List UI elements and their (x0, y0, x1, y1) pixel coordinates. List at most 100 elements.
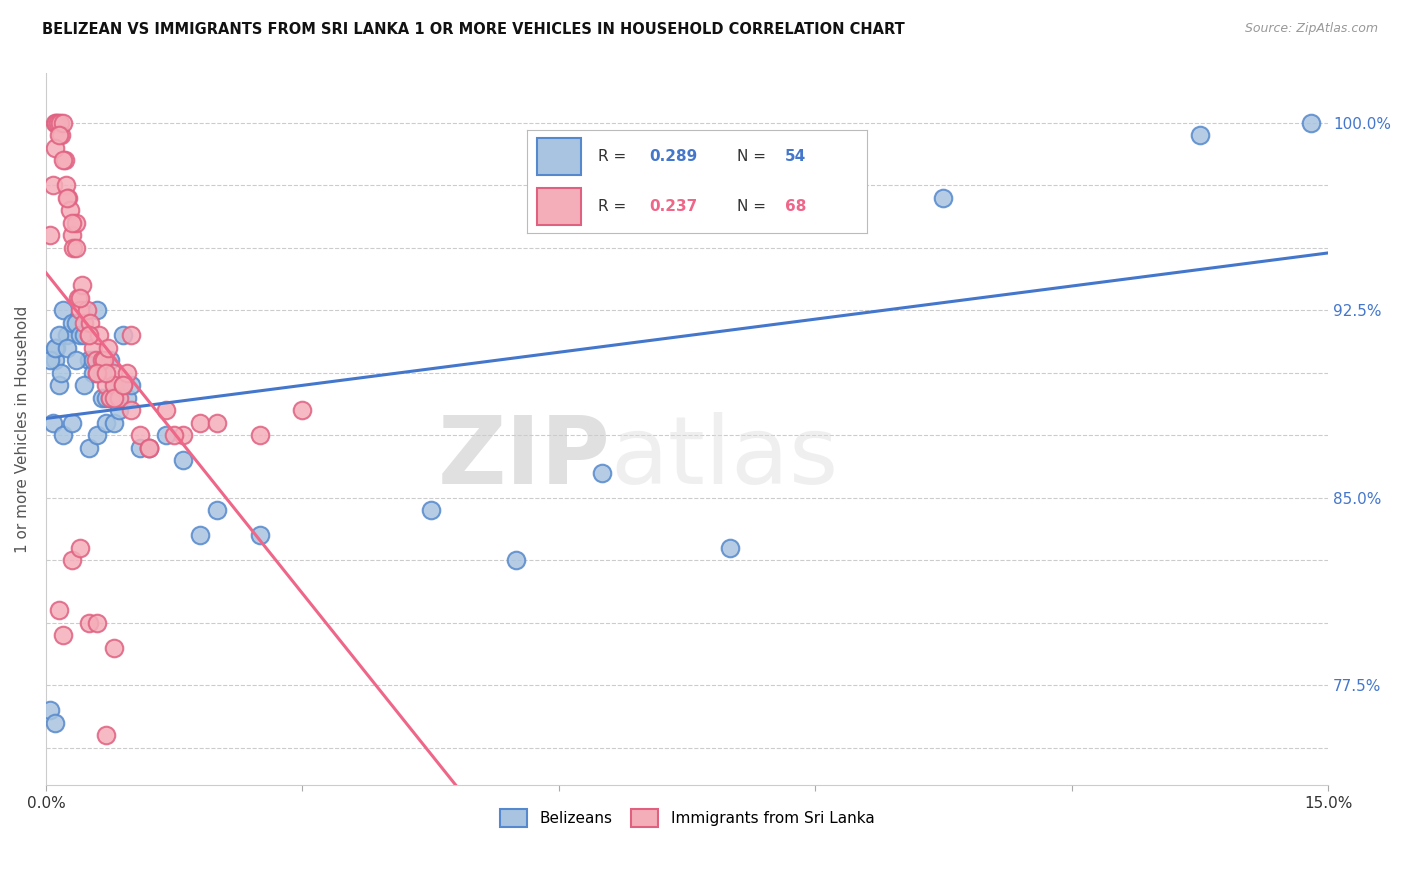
Point (249, 428, 271, 442)
Point (62, 241, 84, 255)
Point (163, 428, 186, 442)
Point (46, 116, 69, 130)
Point (505, 553, 527, 567)
Point (45, 341, 67, 355)
Point (591, 466, 613, 480)
Point (155, 403, 177, 417)
Point (86, 428, 108, 442)
Point (82, 341, 104, 355)
Point (56, 341, 79, 355)
Point (76, 303, 98, 318)
Point (96, 341, 118, 355)
Point (44, 715, 66, 730)
Point (249, 528, 271, 542)
Point (98, 353, 121, 368)
Point (52, 116, 75, 130)
Point (48, 603, 70, 617)
Point (188, 416, 211, 430)
Point (65, 216, 87, 230)
Point (42, 416, 65, 430)
Text: BELIZEAN VS IMMIGRANTS FROM SRI LANKA 1 OR MORE VEHICLES IN HOUSEHOLD CORRELATIO: BELIZEAN VS IMMIGRANTS FROM SRI LANKA 1 … (42, 22, 905, 37)
Point (59, 203, 82, 218)
Point (718, 541, 741, 555)
Point (188, 528, 211, 542)
Point (69, 303, 91, 318)
Point (45, 116, 67, 130)
Point (103, 416, 125, 430)
Point (107, 391, 129, 405)
Point (120, 328, 142, 343)
Point (94, 378, 117, 392)
Point (79, 316, 101, 330)
Point (70, 278, 93, 293)
Point (115, 391, 138, 405)
Point (60, 228, 83, 243)
Point (138, 441, 160, 455)
Point (48, 328, 70, 343)
Point (73, 316, 96, 330)
Point (60, 416, 83, 430)
Point (1188, 128, 1211, 143)
Point (56, 328, 79, 343)
Point (44, 141, 66, 155)
Point (111, 378, 134, 392)
Point (44, 353, 66, 368)
Point (56, 191, 79, 205)
Point (98, 391, 121, 405)
Point (60, 216, 83, 230)
Point (111, 328, 134, 343)
Point (42, 178, 65, 193)
Point (103, 391, 125, 405)
Point (90, 391, 112, 405)
Point (94, 416, 117, 430)
Point (69, 291, 91, 305)
Point (86, 303, 108, 318)
Point (73, 378, 96, 392)
Point (39, 228, 62, 243)
Point (77, 353, 100, 368)
Point (86, 615, 108, 630)
Point (77, 441, 100, 455)
Point (93, 353, 115, 368)
Y-axis label: 1 or more Vehicles in Household: 1 or more Vehicles in Household (15, 305, 30, 553)
Point (84, 353, 107, 368)
Point (90, 353, 112, 368)
Point (58, 191, 80, 205)
Point (419, 503, 441, 517)
Point (39, 703, 62, 717)
Point (86, 366, 108, 380)
Point (94, 391, 117, 405)
Point (138, 441, 160, 455)
Point (52, 303, 75, 318)
Point (77, 615, 100, 630)
Point (48, 128, 70, 143)
Point (55, 178, 77, 193)
Point (103, 378, 125, 392)
Point (115, 366, 138, 380)
Point (69, 541, 91, 555)
Point (111, 378, 134, 392)
Point (120, 378, 142, 392)
Point (172, 453, 194, 467)
Point (291, 403, 314, 417)
Legend: Belizeans, Immigrants from Sri Lanka: Belizeans, Immigrants from Sri Lanka (492, 802, 882, 834)
Point (94, 366, 117, 380)
Point (98, 391, 121, 405)
Point (120, 403, 142, 417)
Point (65, 316, 87, 330)
Point (73, 328, 96, 343)
Point (65, 353, 87, 368)
Point (932, 191, 955, 205)
Text: Source: ZipAtlas.com: Source: ZipAtlas.com (1244, 22, 1378, 36)
Point (172, 428, 194, 442)
Point (69, 328, 91, 343)
Point (155, 428, 177, 442)
Point (82, 366, 104, 380)
Point (205, 503, 228, 517)
Point (87, 328, 110, 343)
Point (129, 428, 152, 442)
Point (48, 378, 70, 392)
Point (205, 416, 228, 430)
Point (60, 316, 83, 330)
Point (1299, 116, 1322, 130)
